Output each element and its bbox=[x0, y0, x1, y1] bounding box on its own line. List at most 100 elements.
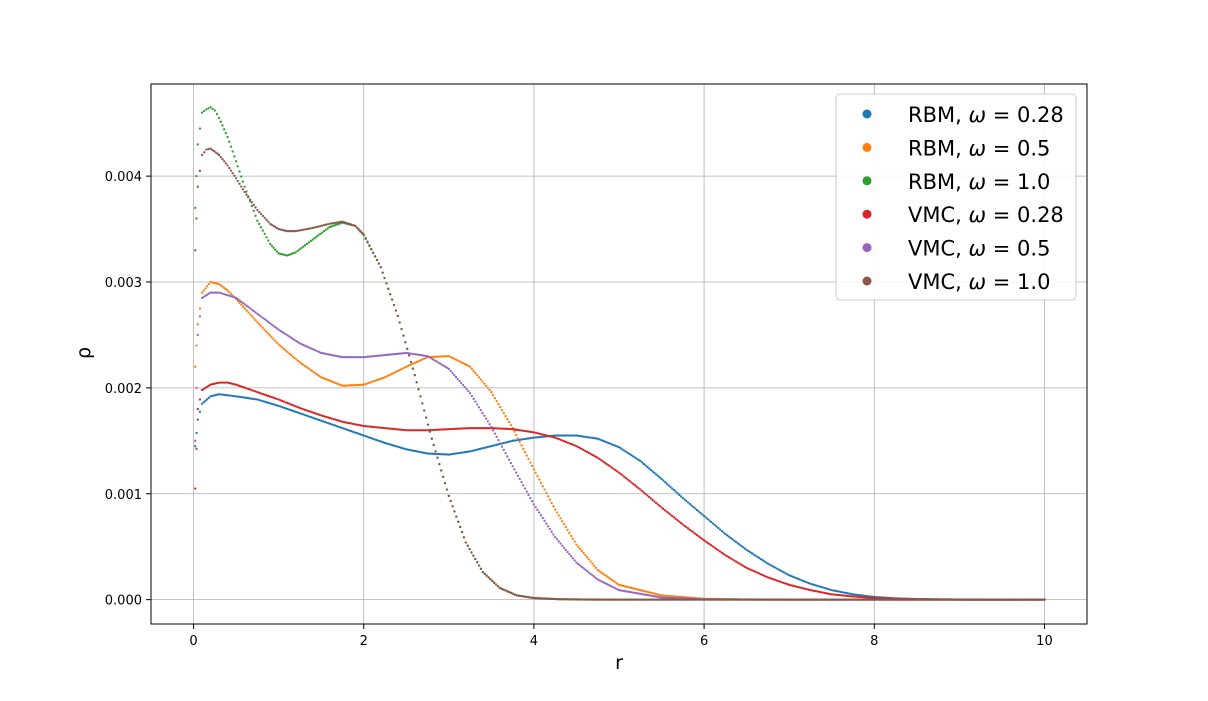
data-point bbox=[587, 436, 591, 439]
data-point bbox=[672, 598, 675, 601]
data-point bbox=[584, 568, 587, 571]
data-point bbox=[311, 369, 314, 373]
data-point bbox=[424, 356, 427, 360]
data-point bbox=[198, 315, 202, 318]
data-point bbox=[240, 385, 243, 388]
data-point bbox=[426, 354, 429, 358]
data-point bbox=[367, 355, 371, 358]
data-point bbox=[390, 372, 394, 375]
data-point bbox=[873, 596, 876, 600]
data-point bbox=[670, 598, 673, 601]
data-point bbox=[862, 594, 865, 597]
data-point bbox=[433, 359, 436, 362]
data-point bbox=[209, 291, 212, 294]
data-point bbox=[520, 438, 523, 441]
data-point bbox=[610, 443, 614, 446]
data-point bbox=[831, 598, 835, 601]
data-point bbox=[211, 107, 214, 111]
data-point bbox=[408, 448, 411, 452]
data-point bbox=[452, 452, 456, 455]
data-point bbox=[623, 449, 626, 452]
data-point bbox=[321, 414, 325, 418]
data-point bbox=[224, 162, 228, 165]
data-point bbox=[663, 598, 666, 601]
data-point bbox=[701, 513, 704, 516]
data-point bbox=[738, 562, 741, 565]
data-point bbox=[717, 549, 720, 552]
data-point bbox=[488, 423, 491, 426]
data-point bbox=[745, 598, 749, 601]
data-point bbox=[538, 478, 541, 481]
data-point bbox=[341, 420, 344, 423]
data-point bbox=[969, 598, 973, 601]
data-point bbox=[760, 598, 763, 601]
data-point bbox=[809, 588, 812, 592]
data-point bbox=[1030, 598, 1034, 601]
data-point bbox=[470, 426, 474, 430]
data-point bbox=[468, 547, 471, 551]
data-point bbox=[521, 595, 524, 598]
data-point bbox=[543, 435, 546, 438]
data-point bbox=[295, 405, 298, 408]
data-point bbox=[975, 598, 978, 601]
data-point bbox=[496, 585, 500, 588]
data-point bbox=[426, 423, 430, 426]
data-point bbox=[281, 346, 284, 349]
data-point bbox=[552, 505, 555, 508]
data-point bbox=[500, 427, 504, 430]
data-point bbox=[367, 436, 371, 439]
data-point bbox=[946, 598, 949, 601]
data-point bbox=[313, 237, 316, 240]
data-point bbox=[252, 317, 255, 320]
data-point bbox=[699, 511, 702, 515]
data-point bbox=[242, 386, 245, 389]
data-point bbox=[275, 397, 279, 401]
data-point bbox=[585, 435, 589, 439]
data-point bbox=[319, 224, 322, 228]
data-point bbox=[360, 231, 364, 234]
data-point bbox=[541, 597, 545, 600]
data-point bbox=[364, 425, 367, 428]
data-point bbox=[394, 370, 397, 374]
data-point bbox=[325, 352, 328, 356]
data-point bbox=[683, 598, 686, 601]
data-point bbox=[467, 450, 470, 453]
data-point bbox=[901, 598, 905, 601]
data-point bbox=[477, 406, 481, 409]
data-point bbox=[405, 448, 408, 451]
data-point bbox=[421, 354, 424, 357]
data-point bbox=[195, 431, 198, 435]
data-point bbox=[399, 446, 403, 449]
data-point bbox=[694, 532, 697, 535]
data-point bbox=[249, 307, 252, 310]
data-point bbox=[564, 434, 567, 437]
legend-entry: RBM, ω = 0.5 bbox=[908, 136, 1050, 160]
data-point bbox=[789, 574, 793, 578]
data-point bbox=[605, 575, 608, 578]
data-point bbox=[585, 556, 589, 559]
data-point bbox=[302, 228, 305, 231]
data-point bbox=[490, 390, 493, 394]
data-point bbox=[616, 470, 619, 473]
data-point bbox=[1009, 598, 1012, 601]
data-point bbox=[300, 343, 303, 346]
data-point bbox=[311, 238, 314, 241]
data-point bbox=[866, 596, 869, 599]
data-point bbox=[483, 426, 486, 430]
data-point bbox=[1025, 598, 1028, 601]
data-point bbox=[373, 255, 377, 258]
data-point bbox=[457, 520, 460, 523]
data-point bbox=[649, 468, 653, 472]
data-point bbox=[461, 451, 465, 454]
data-point bbox=[479, 447, 482, 450]
data-point bbox=[552, 533, 555, 536]
data-point bbox=[408, 352, 411, 355]
data-point bbox=[212, 149, 216, 153]
data-point bbox=[461, 427, 465, 430]
data-point bbox=[637, 588, 640, 591]
data-point bbox=[754, 598, 758, 601]
data-point bbox=[238, 182, 241, 185]
data-point bbox=[325, 378, 328, 381]
data-point bbox=[811, 583, 814, 586]
data-point bbox=[862, 598, 865, 601]
